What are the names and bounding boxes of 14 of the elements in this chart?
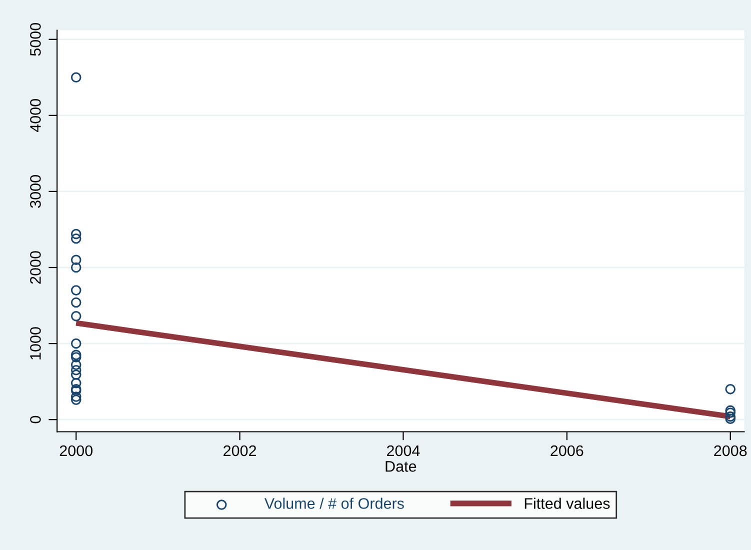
y-tick-label: 2000 — [30, 251, 41, 284]
y-tick-label: 0 — [30, 416, 41, 424]
y-tick-label: 3000 — [30, 175, 41, 208]
x-tick-label: 2006 — [550, 445, 584, 456]
y-tick-label: 4000 — [30, 99, 41, 132]
x-tick-label: 2000 — [60, 445, 93, 456]
x-tick-label: 2002 — [224, 445, 256, 456]
x-tick-label: 2008 — [714, 445, 747, 456]
x-axis-title: Date — [386, 461, 416, 472]
y-tick-label: 1000 — [30, 327, 41, 360]
text: Volume / # of Orders — [264, 498, 404, 509]
legend-label: Fitted values — [524, 498, 610, 509]
y-tick-label: 5000 — [30, 22, 41, 56]
x-tick-label: 2004 — [387, 445, 420, 456]
